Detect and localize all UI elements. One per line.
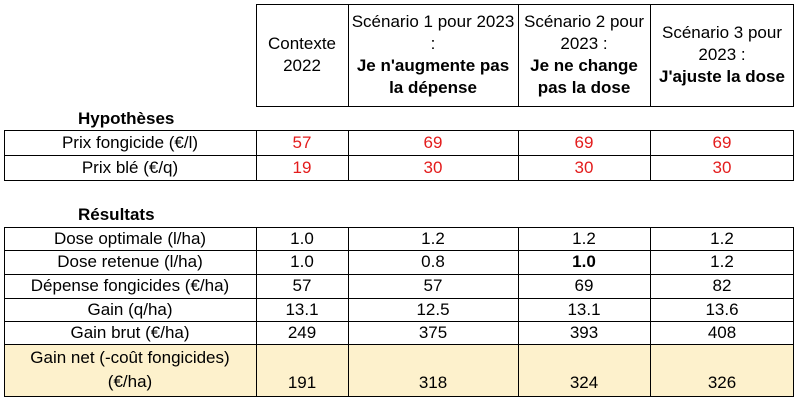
row-label-gain-net-line1: Gain net (-coût fongicides) [30, 348, 230, 367]
column-header-text: Scénario 3 pour 2023 : [661, 23, 783, 64]
row-label-gain-net-line2: (€/ha) [107, 372, 153, 391]
grid-line [4, 250, 794, 251]
cell-value: 12.5 [416, 299, 450, 319]
cell-value: 19 [292, 157, 312, 177]
grid-line [256, 106, 794, 107]
cell-value-bold: 1.0 [572, 252, 596, 271]
cell-value: 1.0 [290, 252, 314, 271]
row-label-depense-fongicides: Dépense fongicides (€/ha) [30, 276, 230, 295]
cell-value: 57 [423, 276, 443, 295]
cell-value: 1.0 [290, 228, 314, 248]
grid-line [650, 227, 651, 397]
row-label-gain-brut: Gain brut (€/ha) [70, 322, 190, 342]
grid-line [4, 396, 794, 397]
column-header-scenario-2: Scénario 2 pour 2023 : Je ne change pas … [518, 4, 650, 106]
grid-line [4, 130, 5, 181]
cell-value: 69 [574, 132, 594, 152]
grid-line [793, 4, 794, 107]
cell-value: 69 [423, 132, 443, 152]
grid-line [4, 274, 794, 275]
grid-line [4, 130, 794, 131]
cell-value: 13.1 [285, 299, 319, 319]
row-label-dose-optimale: Dose optimale (l/ha) [53, 228, 207, 248]
row-label-gain: Gain (q/ha) [87, 299, 173, 319]
cell-value: 1.2 [421, 228, 445, 248]
grid-line [518, 4, 519, 107]
column-header-text: Scénario 1 pour 2023 : [351, 12, 515, 53]
cell-value: 57 [292, 132, 312, 152]
cell-value: 13.6 [705, 299, 739, 319]
cell-value: 375 [418, 322, 448, 342]
gain-net-row-highlight [4, 344, 794, 396]
grid-line [650, 130, 651, 181]
cell-value: 30 [574, 157, 594, 177]
cell-value: 57 [292, 276, 312, 295]
grid-line [650, 4, 651, 107]
grid-line [256, 130, 257, 181]
grid-line [348, 4, 349, 107]
cell-value: 13.1 [567, 299, 601, 319]
column-header-text: Contexte 2022 [267, 34, 337, 75]
cell-value: 408 [707, 322, 737, 342]
grid-line [256, 4, 794, 5]
row-label-prix-fongicide: Prix fongicide (€/l) [61, 132, 199, 152]
grid-line [793, 227, 794, 397]
cell-value: 30 [712, 157, 732, 177]
grid-line [518, 227, 519, 397]
cell-value: 324 [569, 373, 599, 392]
row-label-gain-net: Gain net (-coût fongicides) (€/ha) [4, 344, 256, 396]
cell-value: 326 [707, 373, 737, 392]
cell-value: 249 [287, 322, 317, 342]
cell-value: 1.2 [710, 228, 734, 248]
grid-line [256, 4, 257, 107]
cell-value: 82 [712, 276, 732, 295]
cell-value: 69 [712, 132, 732, 152]
grid-line [256, 227, 257, 397]
grid-line [348, 227, 349, 397]
cell-value: 0.8 [421, 252, 445, 271]
column-header-bold-text: Je n'augmente pas la dépense [356, 56, 510, 97]
grid-line [4, 321, 794, 322]
column-header-bold-text: J'ajuste la dose [659, 67, 785, 86]
cell-value: 1.2 [710, 252, 734, 271]
cell-value: 69 [574, 276, 594, 295]
cell-value: 1.2 [572, 228, 596, 248]
cell-value: 318 [418, 373, 448, 392]
column-header-scenario-3: Scénario 3 pour 2023 : J'ajuste la dose [650, 4, 794, 106]
row-label-dose-retenue: Dose retenue (l/ha) [57, 252, 203, 271]
column-header-scenario-1: Scénario 1 pour 2023 : Je n'augmente pas… [348, 4, 518, 106]
column-header-text: Scénario 2 pour 2023 : [523, 12, 645, 53]
row-label-prix-ble: Prix blé (€/q) [81, 157, 179, 177]
section-title-hypotheses: Hypothèses [78, 109, 175, 128]
grid-line [518, 130, 519, 181]
column-header-contexte: Contexte 2022 [256, 4, 348, 106]
grid-line [348, 130, 349, 181]
cell-value: 30 [423, 157, 443, 177]
grid-line [4, 344, 794, 345]
cell-value: 393 [569, 322, 599, 342]
grid-line [4, 180, 794, 181]
section-title-resultats: Résultats [78, 205, 155, 224]
cell-value: 191 [287, 373, 317, 392]
grid-line [4, 227, 5, 397]
grid-line [793, 130, 794, 181]
grid-line [4, 155, 794, 156]
grid-line [4, 227, 794, 228]
column-header-bold-text: Je ne change pas la dose [530, 56, 638, 97]
grid-line [4, 298, 794, 299]
